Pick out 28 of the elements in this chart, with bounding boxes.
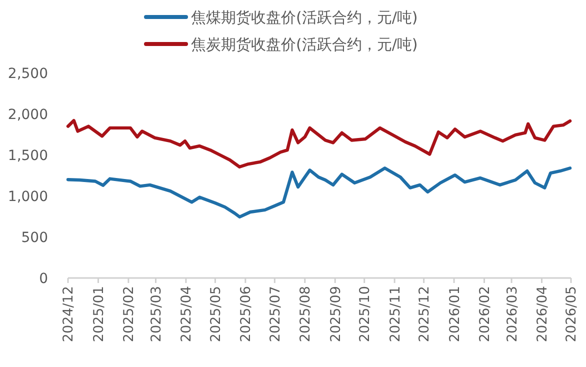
x-tick-label: 2026/04	[534, 286, 550, 342]
y-tick-label: 0	[39, 270, 48, 287]
y-tick-label: 1,000	[8, 188, 48, 205]
x-tick-label: 2026/03	[504, 286, 520, 342]
x-tick-label: 2025/04	[178, 286, 195, 342]
y-tick-label: 2,500	[8, 66, 48, 82]
x-tick-label: 2025/01	[90, 286, 107, 342]
line-series	[66, 118, 572, 168]
x-tick-label: 2025/03	[148, 286, 164, 342]
x-tick-label: 2025/11	[387, 286, 404, 342]
x-tick-label: 2025/09	[328, 286, 344, 342]
legend-label: 焦炭期货收盘价(活跃合约，元/吨)	[191, 35, 418, 54]
x-tick-label: 2026/02	[476, 286, 493, 342]
x-tick-label: 2025/07	[267, 286, 284, 342]
y-tick-label: 1,500	[8, 148, 48, 164]
x-tick-label: 2025/06	[238, 286, 254, 342]
x-tick-label: 2024/12	[60, 286, 77, 342]
x-tick-label: 2026/01	[446, 286, 463, 342]
y-tick-label: 500	[21, 230, 48, 246]
y-tick-label: 2,000	[8, 106, 48, 123]
line-series	[66, 166, 572, 219]
x-tick-label: 2026/05	[564, 286, 580, 342]
x-tick-label: 2025/05	[208, 286, 224, 342]
x-tick-label: 2025/02	[121, 286, 138, 342]
x-tick-label: 2025/10	[357, 286, 374, 342]
x-tick-label: 2025/08	[298, 286, 314, 342]
x-tick-label: 2025/12	[416, 286, 433, 342]
legend-label: 焦煤期货收盘价(活跃合约，元/吨)	[191, 8, 418, 26]
